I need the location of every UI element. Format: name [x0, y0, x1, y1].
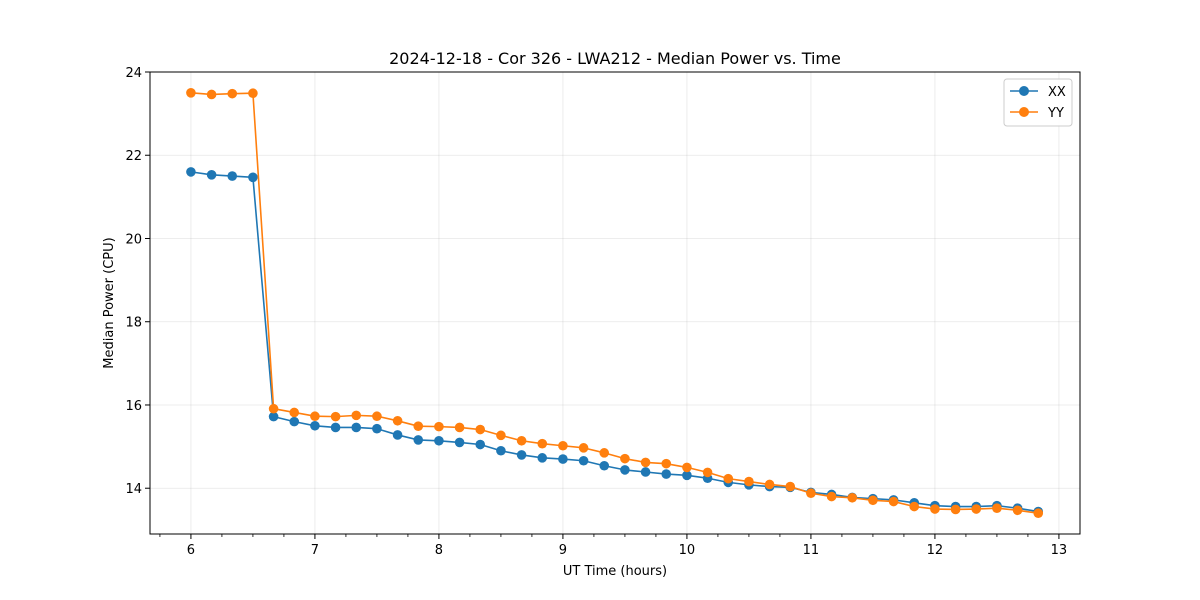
data-point-yy	[351, 410, 362, 421]
x-tick-label: 11	[803, 543, 820, 558]
data-point-xx	[475, 439, 486, 450]
data-point-yy	[1033, 508, 1044, 518]
data-point-yy	[227, 88, 238, 99]
y-tick-label: 22	[125, 149, 142, 164]
data-point-xx	[682, 470, 692, 481]
data-point-xx	[186, 167, 196, 177]
legend-label-yy: YY	[1047, 106, 1064, 121]
data-point-yy	[186, 88, 196, 98]
legend-marker-yy	[1019, 107, 1029, 117]
data-point-yy	[682, 462, 692, 473]
data-point-yy	[558, 440, 568, 451]
data-point-yy	[971, 504, 982, 514]
data-point-yy	[330, 411, 341, 422]
data-point-xx	[268, 411, 279, 422]
data-point-xx	[496, 445, 506, 456]
data-point-yy	[434, 421, 444, 432]
data-point-xx	[227, 171, 238, 181]
data-point-yy	[930, 504, 940, 514]
y-axis-label: Median Power (CPU)	[102, 237, 117, 368]
data-point-yy	[888, 496, 899, 507]
data-point-xx	[310, 420, 320, 431]
data-point-yy	[516, 435, 527, 446]
y-tick-label: 24	[125, 66, 142, 81]
legend-label-xx: XX	[1048, 85, 1066, 100]
data-point-yy	[806, 488, 816, 499]
data-point-yy	[661, 458, 672, 469]
data-point-yy	[310, 411, 320, 422]
data-point-xx	[392, 430, 403, 440]
x-tick-label: 12	[927, 543, 944, 558]
data-point-xx	[599, 460, 610, 471]
data-point-xx	[206, 170, 217, 180]
data-point-yy	[248, 88, 258, 99]
legend-marker-xx	[1019, 86, 1029, 96]
data-point-xx	[413, 435, 424, 445]
y-tick-label: 16	[125, 399, 142, 414]
axis-ticks: 6 7 8 9 10 11 12 13 14 16 18 20 22 24	[125, 66, 1067, 558]
data-point-yy	[640, 457, 651, 468]
data-point-xx	[372, 423, 382, 434]
data-point-xx	[248, 172, 258, 183]
data-point-yy	[1012, 505, 1023, 516]
data-point-xx	[578, 455, 589, 466]
data-point-xx	[620, 465, 630, 475]
x-tick-label: 8	[435, 543, 443, 558]
data-point-xx	[454, 437, 465, 448]
x-axis-label: UT Time (hours)	[563, 564, 667, 579]
data-point-yy	[847, 492, 858, 503]
data-point-xx	[289, 416, 300, 427]
data-point-yy	[723, 473, 734, 484]
data-point-yy	[599, 448, 610, 458]
data-point-yy	[578, 443, 589, 453]
x-tick-label: 7	[311, 543, 319, 558]
y-tick-label: 14	[125, 482, 142, 497]
data-point-yy	[413, 421, 424, 432]
data-point-yy	[372, 411, 382, 422]
data-point-yy	[496, 430, 506, 441]
data-point-yy	[454, 422, 465, 433]
data-point-yy	[702, 467, 713, 478]
data-point-yy	[764, 479, 775, 490]
data-point-xx	[330, 422, 341, 433]
data-point-yy	[950, 504, 961, 515]
data-point-yy	[992, 503, 1002, 513]
x-tick-label: 9	[559, 543, 567, 558]
data-point-yy	[744, 476, 754, 487]
x-tick-label: 10	[679, 543, 696, 558]
data-point-xx	[516, 450, 527, 460]
data-point-yy	[392, 415, 403, 426]
data-point-yy	[826, 491, 837, 502]
data-point-xx	[537, 453, 548, 463]
data-point-yy	[785, 481, 796, 492]
data-point-yy	[620, 453, 630, 464]
data-point-xx	[558, 454, 568, 464]
data-point-xx	[661, 469, 672, 479]
data-point-xx	[351, 422, 362, 433]
data-point-yy	[909, 501, 920, 512]
data-point-xx	[434, 435, 444, 446]
series-layer	[186, 88, 1044, 518]
data-point-yy	[868, 495, 878, 506]
y-tick-label: 18	[125, 316, 142, 331]
y-tick-label: 20	[125, 232, 142, 247]
data-point-yy	[289, 407, 300, 418]
plot-frame	[149, 71, 1081, 535]
x-tick-label: 13	[1051, 543, 1068, 558]
data-point-yy	[475, 424, 486, 435]
data-point-yy	[268, 403, 279, 414]
data-point-xx	[640, 467, 651, 477]
data-point-yy	[537, 438, 548, 449]
legend: XX YY	[1003, 78, 1073, 127]
x-tick-label: 6	[187, 543, 195, 558]
data-point-yy	[206, 89, 217, 100]
chart-title: 2024-12-18 - Cor 326 - LWA212 - Median P…	[389, 49, 841, 68]
